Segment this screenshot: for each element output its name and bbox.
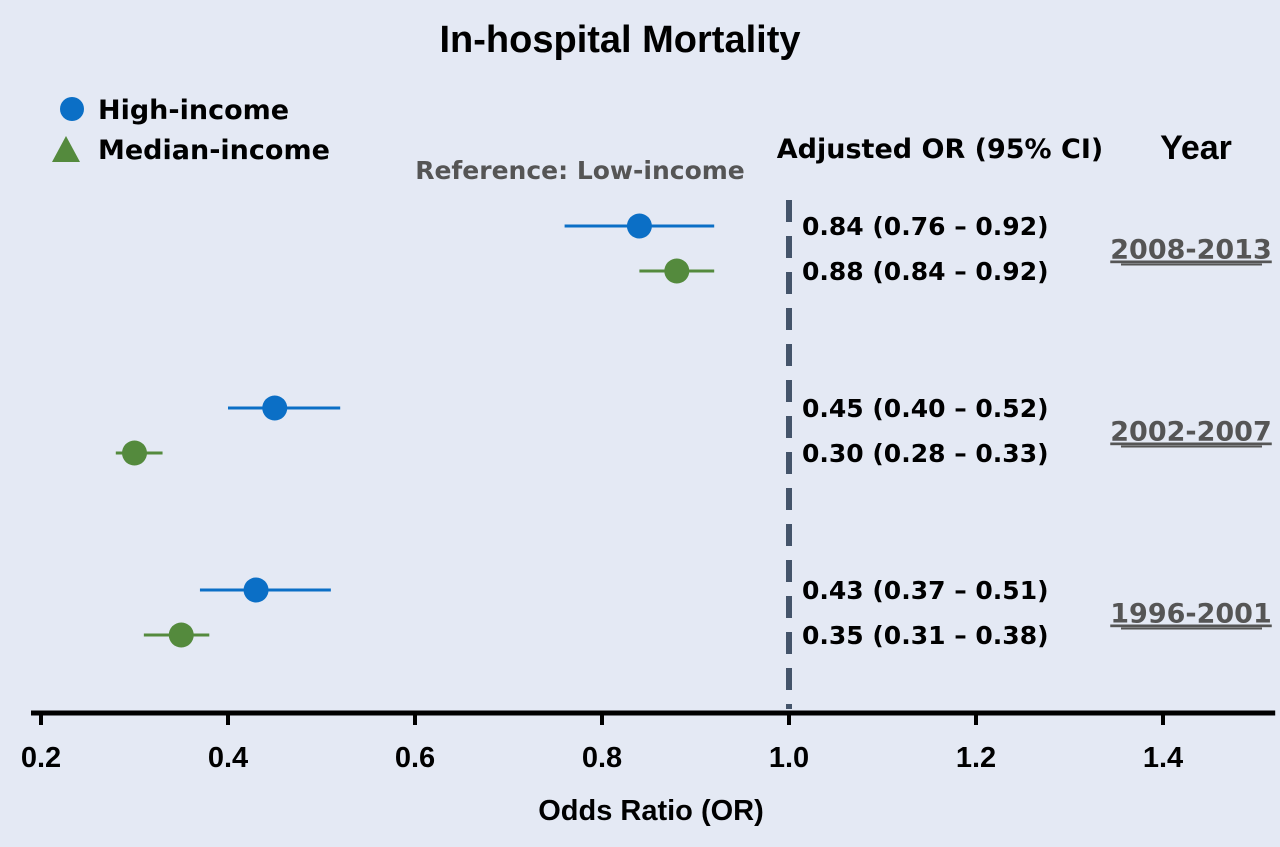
- x-axis-title: Odds Ratio (OR): [538, 795, 764, 827]
- period-label: 2002-2007: [1110, 417, 1272, 448]
- ci-column-header: Adjusted OR (95% CI): [777, 134, 1103, 165]
- point-marker: [664, 258, 690, 284]
- x-tick-label: 1.4: [1143, 742, 1183, 774]
- ci-text: 0.88 (0.84 – 0.92): [802, 257, 1049, 286]
- point-marker: [626, 213, 652, 239]
- point-marker: [243, 577, 269, 603]
- point-marker: [262, 395, 288, 421]
- ci-text: 0.43 (0.37 – 0.51): [802, 576, 1049, 605]
- x-tick-label: 0.2: [21, 742, 61, 774]
- ci-text: 0.84 (0.76 – 0.92): [802, 212, 1049, 241]
- chart-title: In-hospital Mortality: [440, 19, 801, 61]
- reference-label: Reference: Low-income: [415, 156, 745, 185]
- x-tick-label: 0.4: [208, 742, 248, 774]
- ci-text: 0.35 (0.31 – 0.38): [802, 621, 1049, 650]
- ci-text: 0.45 (0.40 – 0.52): [802, 394, 1049, 423]
- legend-label-median-income: Median-income: [98, 135, 330, 166]
- x-tick-label: 1.2: [956, 742, 996, 774]
- year-column-header: Year: [1160, 129, 1232, 167]
- legend-marker-high-income: [60, 97, 84, 121]
- legend-label-high-income: High-income: [98, 95, 289, 126]
- x-tick-label: 1.0: [769, 742, 809, 774]
- ci-text: 0.30 (0.28 – 0.33): [802, 439, 1049, 468]
- legend-marker-median-income: [52, 136, 80, 162]
- point-marker: [168, 622, 194, 648]
- period-label: 1996-2001: [1110, 599, 1272, 630]
- x-tick-label: 0.8: [582, 742, 622, 774]
- plot-area: 0.2 0.4 0.6 0.8 1.0 1.2 1.4 2008-2013 2002-2007 1…: [21, 200, 1276, 774]
- period-label: 2008-2013: [1110, 235, 1272, 266]
- point-marker: [122, 440, 147, 466]
- legend: High-income Median-income: [52, 95, 330, 166]
- x-tick-label: 0.6: [395, 742, 435, 774]
